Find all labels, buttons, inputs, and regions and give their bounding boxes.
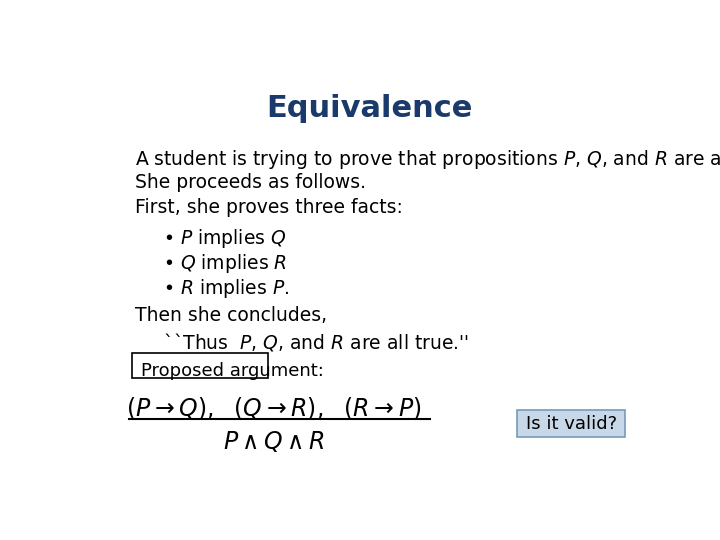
Text: • $P$ implies $Q$: • $P$ implies $Q$ — [163, 227, 286, 250]
Text: ``Thus  $P$, $Q$, and $R$ are all true.'': ``Thus $P$, $Q$, and $R$ are all true.'' — [145, 331, 469, 353]
Text: She proceeds as follows.: She proceeds as follows. — [135, 173, 366, 192]
Text: $P \wedge Q \wedge R$: $P \wedge Q \wedge R$ — [223, 429, 325, 454]
FancyBboxPatch shape — [518, 410, 625, 437]
Text: $(P \rightarrow Q),\ \ (Q \rightarrow R),\ \ (R \rightarrow P)$: $(P \rightarrow Q),\ \ (Q \rightarrow R)… — [126, 395, 422, 421]
Text: • $Q$ implies $R$: • $Q$ implies $R$ — [163, 252, 287, 275]
Text: • $R$ implies $P$.: • $R$ implies $P$. — [163, 277, 289, 300]
Text: First, she proves three facts:: First, she proves three facts: — [135, 198, 402, 217]
FancyBboxPatch shape — [132, 353, 268, 378]
Text: Then she concludes,: Then she concludes, — [135, 306, 327, 325]
Text: Equivalence: Equivalence — [266, 94, 472, 123]
Text: Proposed argument:: Proposed argument: — [141, 362, 324, 380]
Text: A student is trying to prove that propositions $P$, $Q$, and $R$ are all true.: A student is trying to prove that propos… — [135, 148, 720, 171]
Text: Is it valid?: Is it valid? — [526, 415, 617, 433]
